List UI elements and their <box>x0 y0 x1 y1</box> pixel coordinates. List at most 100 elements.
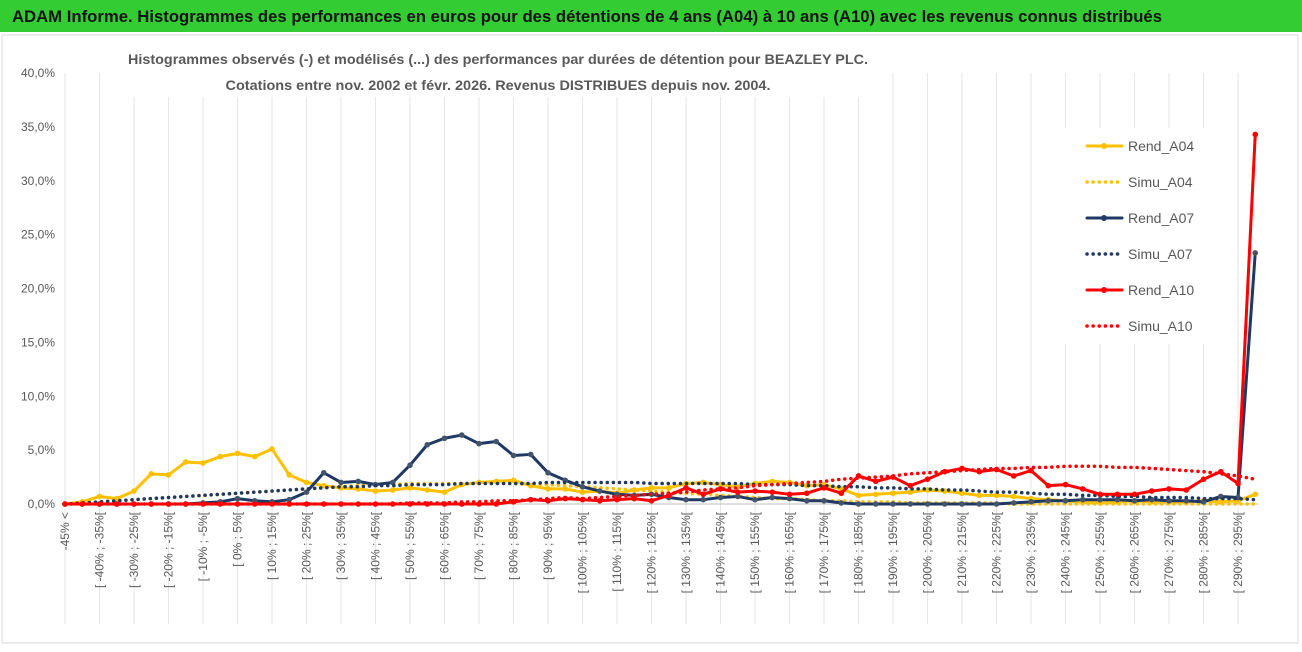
x-tick-label: [ 200% ; 205%[ <box>921 511 935 593</box>
point <box>269 446 275 452</box>
point <box>907 489 914 495</box>
point <box>1131 497 1138 504</box>
point <box>890 490 896 497</box>
chart-subtitle: Cotations entre nov. 2002 et févr. 2026.… <box>226 77 771 93</box>
point <box>683 485 689 491</box>
observed-line <box>63 251 1257 506</box>
point <box>1062 481 1069 488</box>
y-tick-label: 10,0% <box>21 389 55 403</box>
y-tick-label: 25,0% <box>21 228 55 242</box>
point <box>838 490 845 497</box>
x-tick-label: [ 220% ; 225%[ <box>990 511 1004 593</box>
point <box>821 485 827 491</box>
point <box>717 486 724 492</box>
point <box>700 491 707 498</box>
point <box>665 485 672 491</box>
point <box>441 435 448 442</box>
point <box>545 486 551 492</box>
point <box>1062 497 1069 504</box>
x-tick-label: [ 190% ; 195%[ <box>886 511 900 593</box>
point <box>96 493 103 500</box>
point <box>1045 482 1052 489</box>
point <box>476 440 482 447</box>
point <box>407 485 413 491</box>
point <box>217 453 224 460</box>
point <box>803 497 810 504</box>
x-tick-label: [ 70% ; 75%[ <box>472 511 486 580</box>
point <box>1252 131 1259 138</box>
x-tick-label: [ 180% ; 185%[ <box>852 511 866 593</box>
point <box>1166 486 1172 492</box>
x-tick-label: [ 290% ; 295%[ <box>1231 511 1245 593</box>
y-tick-label: 15,0% <box>21 335 55 349</box>
point <box>1131 491 1138 498</box>
point <box>1079 486 1086 492</box>
x-tick-label: [ 0% ; 5%[ <box>231 511 245 566</box>
legend-label: Simu_A07 <box>1128 246 1193 262</box>
point <box>872 491 879 498</box>
point <box>303 501 310 507</box>
x-tick-label: [ -30% ; -25%[ <box>127 511 141 588</box>
point <box>372 488 379 494</box>
simulated-line <box>63 480 1257 506</box>
x-tick-label: [ -20% ; -15%[ <box>162 511 176 588</box>
x-tick-label: [ 90% ; 95%[ <box>541 511 555 580</box>
point <box>683 496 689 503</box>
point <box>286 496 293 503</box>
point <box>786 491 793 498</box>
point <box>251 453 258 460</box>
x-tick-label: [ 170% ; 175%[ <box>817 511 831 593</box>
x-tick-label: [ 210% ; 215%[ <box>955 511 969 593</box>
point <box>1097 496 1103 503</box>
point <box>424 487 431 493</box>
simulated-line <box>63 481 1257 506</box>
x-tick-label: [ 120% ; 125%[ <box>645 511 659 593</box>
point <box>924 476 931 483</box>
point <box>510 477 517 484</box>
simulated-line <box>63 464 1257 506</box>
point <box>976 501 983 507</box>
point <box>200 460 206 466</box>
point <box>993 492 1000 499</box>
point <box>1235 480 1241 487</box>
point <box>562 486 569 492</box>
point <box>493 501 500 507</box>
point <box>338 479 344 486</box>
y-tick-label: 35,0% <box>21 120 55 134</box>
point <box>441 489 448 495</box>
point <box>148 471 155 477</box>
point <box>389 487 396 493</box>
point <box>407 462 413 469</box>
x-tick-label: [ 10% ; 15%[ <box>265 511 279 580</box>
point <box>1200 476 1207 483</box>
x-tick-label: [ 140% ; 145%[ <box>714 511 728 593</box>
x-tick-label: [ -10% ; -5%[ <box>196 511 210 581</box>
point <box>527 451 534 458</box>
x-tick-label: [ 60% ; 65%[ <box>438 511 452 580</box>
y-tick-label: 30,0% <box>21 174 55 188</box>
chart-title: Histogrammes observés (-) et modélisés (… <box>128 51 868 67</box>
point <box>855 501 862 507</box>
point <box>1114 496 1121 503</box>
point <box>907 482 914 489</box>
point <box>976 492 983 499</box>
x-tick-label: [ 80% ; 85%[ <box>507 511 521 580</box>
legend-marker <box>1101 143 1107 149</box>
point <box>510 452 517 459</box>
point <box>286 472 293 478</box>
x-tick-label: [ 270% ; 275%[ <box>1162 511 1176 593</box>
point <box>1010 473 1017 479</box>
observed-line <box>63 132 1257 506</box>
point <box>234 495 241 502</box>
point <box>1097 491 1103 498</box>
legend-label: Rend_A10 <box>1128 282 1194 298</box>
point <box>1028 467 1034 474</box>
point <box>182 459 189 465</box>
title-box <box>125 45 870 97</box>
point <box>389 479 396 486</box>
y-tick-label: 0,0% <box>28 497 56 511</box>
point <box>1183 497 1190 504</box>
point <box>907 501 914 507</box>
x-tick-label: [ 240% ; 245%[ <box>1059 511 1073 593</box>
